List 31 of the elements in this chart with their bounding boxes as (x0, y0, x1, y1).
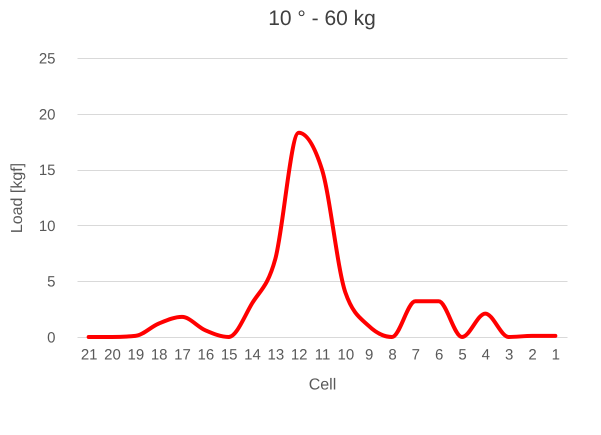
x-tick-label: 17 (174, 346, 191, 364)
x-tick-label: 14 (244, 346, 261, 364)
x-tick-label: 19 (127, 346, 144, 364)
y-axis-title: Load [kgf] (8, 162, 26, 234)
x-tick-label: 9 (364, 346, 374, 364)
x-axis-title: Cell (308, 376, 336, 394)
line-series (86, 130, 558, 339)
x-tick-label: 13 (267, 346, 284, 364)
x-tick-label: 8 (388, 346, 397, 364)
x-tick-label: 2 (528, 346, 537, 364)
x-tick-label: 15 (220, 346, 238, 364)
y-tick-label: 20 (38, 106, 56, 124)
x-tick-label: 20 (104, 346, 121, 364)
y-tick-label: 25 (38, 50, 56, 68)
y-tick-label: 0 (47, 330, 56, 346)
x-tick-label: 21 (80, 346, 98, 364)
x-tick-label: 7 (412, 346, 420, 364)
y-tick-label: 15 (38, 162, 56, 180)
x-tick-label: 16 (197, 346, 214, 364)
y-tick-label: 5 (47, 274, 56, 291)
x-tick-label: 5 (458, 346, 467, 364)
x-tick-label: 11 (314, 346, 330, 364)
x-tick-label: 12 (290, 346, 308, 364)
x-tick-label: 10 (337, 346, 354, 364)
x-tick-label: 1 (552, 346, 560, 364)
x-tick-label: 4 (482, 346, 490, 364)
x-tick-label: 6 (434, 346, 444, 364)
x-tick-label: 18 (150, 346, 168, 364)
y-tick-label: 10 (38, 218, 56, 235)
x-tick-label: 3 (504, 346, 514, 364)
chart-title: 10 ° - 60 kg (268, 7, 376, 30)
